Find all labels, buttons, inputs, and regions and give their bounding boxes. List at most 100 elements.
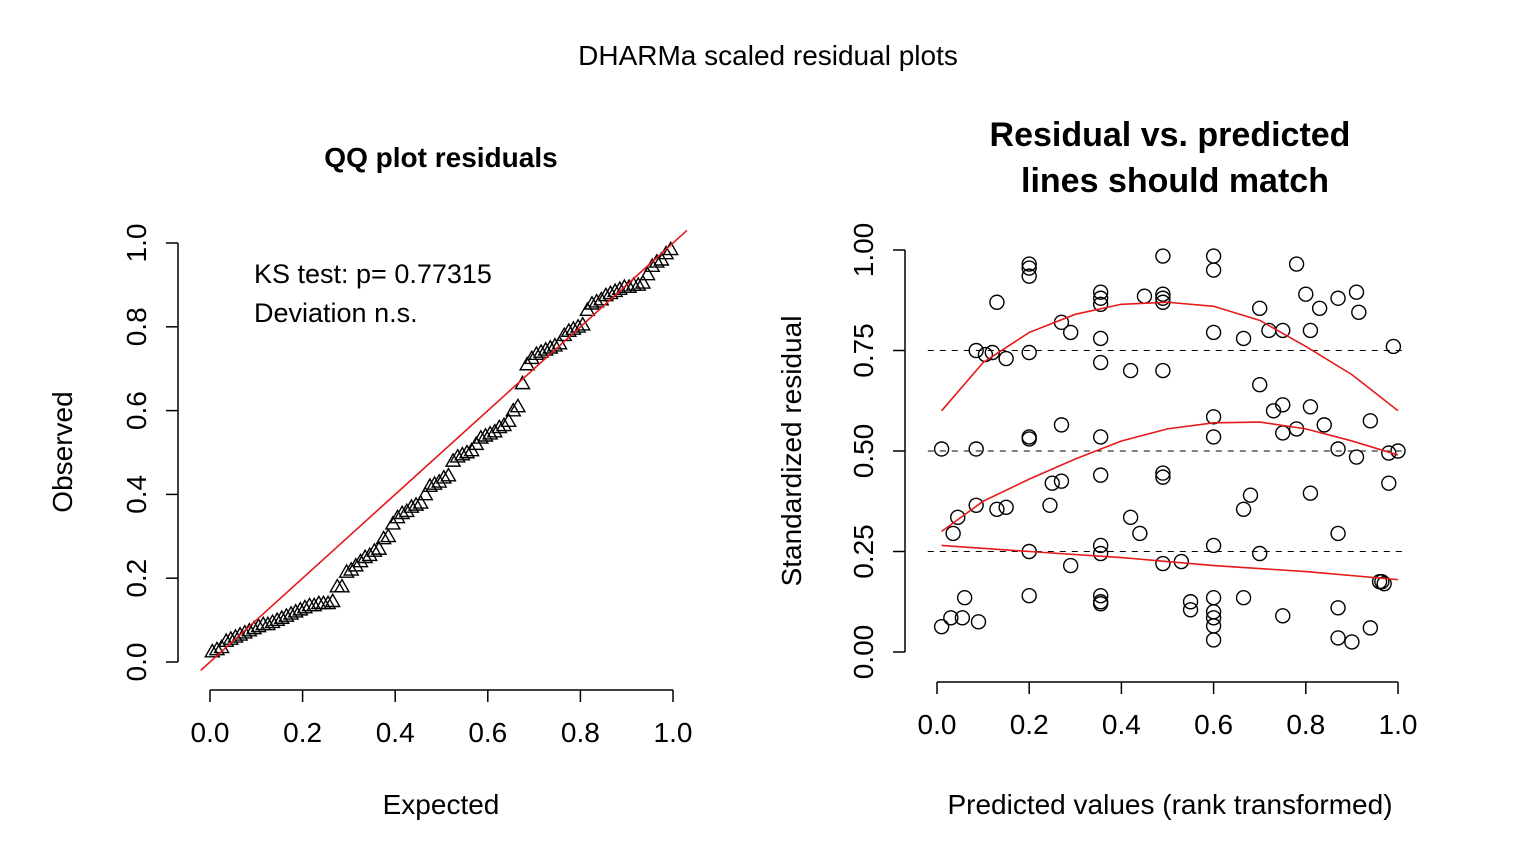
residual-point: [1348, 449, 1365, 465]
residual-point: [1092, 296, 1109, 312]
residual-point: [1155, 286, 1171, 302]
residual-point: [1053, 473, 1070, 489]
residual-x-tick-label: 0.8: [1286, 709, 1325, 740]
residual-plot-title-line-1: Residual vs. predicted: [990, 116, 1351, 154]
residual-point: [945, 525, 961, 542]
residual-point: [1275, 322, 1291, 339]
qq-x-axis-label: Expected: [383, 789, 500, 820]
qq-x-tick-label: 0.6: [468, 717, 507, 748]
residual-point: [1275, 608, 1291, 624]
residual-point: [1021, 256, 1037, 272]
residual-point: [1205, 590, 1222, 606]
qq-point: [366, 542, 383, 557]
residual-point: [1381, 445, 1397, 461]
residual-point: [1242, 487, 1259, 503]
qq-point: [412, 494, 429, 509]
qq-reference-line: [200, 229, 688, 671]
qq-marks: [200, 229, 688, 671]
residual-x-tick-label: 0.2: [1010, 709, 1049, 740]
qq-y-tick-label: 0.6: [121, 391, 152, 430]
residual-point: [1351, 304, 1367, 321]
residual-point: [1205, 604, 1222, 620]
residual-plot-panel: Residual vs. predicted lines should matc…: [776, 116, 1417, 820]
residual-point: [1374, 573, 1390, 590]
residual-point: [1205, 610, 1222, 626]
qq-x-tick-label: 0.4: [376, 717, 415, 748]
residual-point: [1275, 397, 1291, 413]
residual-point: [968, 497, 984, 513]
residual-y-tick-label: 0.50: [848, 424, 879, 479]
residual-point: [1122, 362, 1139, 379]
qq-point: [630, 276, 647, 291]
qq-y-tick-label: 0.0: [121, 643, 152, 682]
residual-point: [1330, 290, 1346, 306]
residual-point: [968, 441, 984, 457]
residual-point: [1205, 324, 1222, 341]
residual-point: [1362, 620, 1379, 636]
residual-y-tick-label: 0.25: [848, 524, 879, 579]
qq-point: [343, 561, 360, 576]
residual-point: [933, 618, 950, 635]
qq-point: [509, 397, 527, 413]
residual-point: [1311, 300, 1328, 316]
residual-point: [1182, 594, 1199, 610]
residual-point: [1092, 330, 1109, 347]
residual-point: [1155, 362, 1171, 379]
residual-point: [998, 350, 1014, 367]
residual-point: [1205, 248, 1222, 264]
residual-point: [1205, 618, 1222, 634]
residual-point: [933, 441, 950, 457]
residual-quantile-curve: [941, 544, 1399, 581]
qq-point: [296, 599, 314, 614]
qq-y-tick-label: 0.2: [121, 559, 152, 598]
residual-point: [1385, 338, 1402, 355]
qq-point: [495, 416, 513, 432]
residual-x-tick-label: 1.0: [1379, 709, 1418, 740]
qq-y-tick-label: 0.4: [121, 475, 152, 514]
qq-point: [375, 529, 392, 545]
residual-point: [1092, 596, 1109, 612]
residual-point: [998, 499, 1014, 515]
residual-point: [1376, 575, 1392, 592]
residual-point: [968, 342, 984, 359]
residual-point: [1235, 330, 1252, 347]
residual-point: [1302, 322, 1319, 339]
residual-point: [1021, 588, 1037, 604]
residual-point: [1205, 537, 1222, 554]
residual-y-axis-label: Standardized residual: [776, 316, 807, 587]
residual-point: [1092, 545, 1109, 562]
qq-point: [324, 592, 341, 608]
residual-point: [1182, 602, 1199, 618]
qq-point: [440, 467, 457, 482]
ks-test-annotation: KS test: p= 0.77315: [254, 259, 492, 289]
qq-point: [370, 540, 388, 555]
qq-plot-panel: QQ plot residuals KS test: p= 0.77315 De…: [47, 142, 692, 820]
residual-x-tick-label: 0.4: [1102, 709, 1141, 740]
residual-point: [1302, 485, 1319, 501]
residual-point: [1092, 467, 1109, 483]
residual-point: [1251, 545, 1268, 562]
residual-point: [1021, 268, 1037, 284]
residual-point: [1251, 376, 1268, 393]
residual-point: [1092, 284, 1109, 300]
residual-point: [1316, 417, 1332, 433]
residual-point: [1235, 501, 1252, 517]
residual-point: [1330, 525, 1346, 542]
qq-point: [250, 617, 267, 633]
qq-point: [347, 557, 365, 572]
residual-point: [989, 294, 1005, 310]
residual-point: [1132, 525, 1148, 542]
figure-title: DHARMa scaled residual plots: [578, 40, 958, 71]
qq-x-tick-label: 0.8: [561, 717, 600, 748]
qq-axes: 0.0 0.2 0.4 0.6 0.8 1.0 0.0 0.2 0.4 0.6 0.8 1.0: [121, 224, 692, 748]
qq-y-tick-label: 0.8: [121, 307, 152, 346]
qq-point: [435, 469, 453, 484]
qq-x-tick-label: 1.0: [654, 717, 693, 748]
qq-point: [574, 316, 591, 331]
residual-point: [1330, 630, 1346, 646]
residual-axes: 0.0 0.2 0.4 0.6 0.8 1.0 0.00 0.25 0.50 0.75 1.00: [848, 223, 1417, 740]
residual-point: [1155, 248, 1171, 264]
residual-point: [1092, 354, 1109, 371]
